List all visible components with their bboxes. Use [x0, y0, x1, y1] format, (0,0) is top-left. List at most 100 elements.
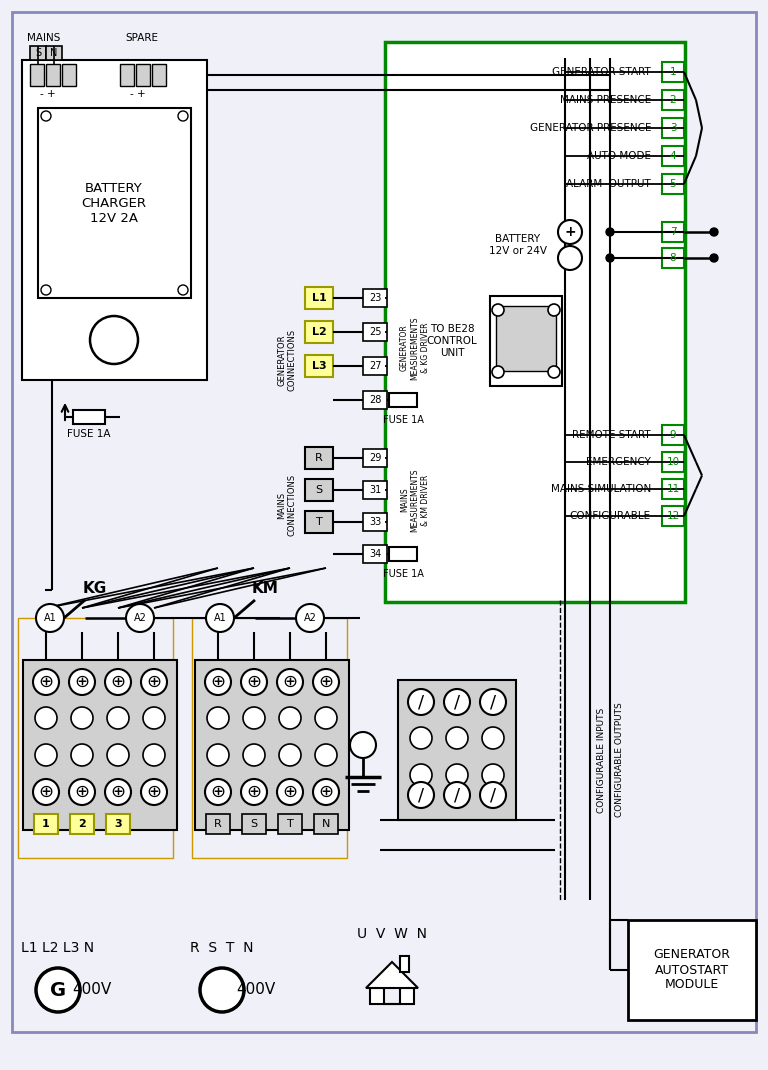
Circle shape	[279, 744, 301, 766]
Text: N: N	[322, 819, 330, 829]
Circle shape	[41, 285, 51, 295]
Text: 8: 8	[670, 253, 677, 263]
Text: ⊕: ⊕	[38, 673, 54, 691]
Circle shape	[410, 764, 432, 786]
Bar	[38, 108, 191, 299]
Text: ⊕: ⊕	[210, 673, 226, 691]
Text: - +: - +	[131, 89, 146, 100]
Circle shape	[315, 707, 337, 729]
Text: ⊕: ⊕	[147, 783, 161, 801]
Text: EMERGENCY: EMERGENCY	[586, 457, 651, 467]
Circle shape	[277, 669, 303, 696]
Text: 400V: 400V	[237, 982, 276, 997]
Text: ⊕: ⊕	[247, 673, 262, 691]
Text: L1: L1	[312, 293, 326, 303]
Text: ⊕: ⊕	[74, 783, 90, 801]
Circle shape	[207, 707, 229, 729]
Text: L2: L2	[312, 327, 326, 337]
Circle shape	[606, 228, 614, 236]
Circle shape	[408, 782, 434, 808]
Bar	[363, 482, 387, 499]
Text: R  S  T  N: R S T N	[190, 941, 253, 956]
Circle shape	[410, 727, 432, 749]
Text: FUSE 1A: FUSE 1A	[382, 415, 423, 425]
Bar	[152, 64, 166, 86]
Text: 4: 4	[670, 151, 677, 160]
Circle shape	[350, 732, 376, 758]
Bar	[195, 660, 349, 830]
Bar	[314, 814, 338, 834]
Circle shape	[480, 689, 506, 715]
Bar	[363, 449, 387, 467]
Text: 12: 12	[667, 511, 680, 521]
Circle shape	[315, 744, 337, 766]
Circle shape	[606, 254, 614, 262]
Circle shape	[105, 779, 131, 805]
Polygon shape	[370, 988, 414, 1004]
Bar	[46, 46, 62, 60]
Circle shape	[408, 689, 434, 715]
Bar	[662, 174, 684, 194]
Circle shape	[482, 764, 504, 786]
Text: /: /	[490, 693, 496, 710]
Bar	[363, 289, 387, 307]
Text: MAINS SIMULATION: MAINS SIMULATION	[551, 484, 651, 494]
Circle shape	[279, 707, 301, 729]
Text: MAINS PRESENCE: MAINS PRESENCE	[560, 95, 651, 105]
Text: MAINS: MAINS	[28, 33, 61, 43]
Bar	[363, 513, 387, 531]
Text: 3: 3	[114, 819, 122, 829]
Bar	[662, 221, 684, 242]
Text: 23: 23	[369, 293, 381, 303]
Circle shape	[277, 779, 303, 805]
Circle shape	[482, 727, 504, 749]
Circle shape	[36, 968, 80, 1012]
Circle shape	[446, 727, 468, 749]
Bar	[305, 321, 333, 343]
Circle shape	[105, 669, 131, 696]
Circle shape	[71, 707, 93, 729]
Polygon shape	[366, 962, 418, 988]
Text: 28: 28	[369, 395, 381, 406]
Text: S: S	[316, 485, 323, 495]
Circle shape	[143, 744, 165, 766]
Bar	[496, 306, 556, 371]
Text: ⊕: ⊕	[283, 673, 297, 691]
Circle shape	[205, 669, 231, 696]
Circle shape	[492, 304, 504, 316]
Bar	[662, 452, 684, 472]
Text: 5: 5	[670, 179, 677, 189]
Text: 1: 1	[42, 819, 50, 829]
Text: 2: 2	[670, 95, 677, 105]
Text: /: /	[454, 693, 460, 710]
Bar	[305, 511, 333, 533]
Text: AUTO MODE: AUTO MODE	[587, 151, 651, 160]
Bar	[662, 146, 684, 166]
Text: 7: 7	[670, 227, 677, 236]
Circle shape	[444, 782, 470, 808]
Circle shape	[33, 779, 59, 805]
Bar	[662, 506, 684, 526]
Bar	[30, 46, 46, 60]
Text: BATTERY
CHARGER
12V 2A: BATTERY CHARGER 12V 2A	[81, 182, 147, 225]
Bar	[62, 64, 76, 86]
Circle shape	[558, 246, 582, 270]
Text: 27: 27	[369, 361, 381, 371]
Bar	[22, 60, 207, 380]
Circle shape	[90, 316, 138, 364]
Text: MAINS
MEASUREMENTS
& KM DRIVER: MAINS MEASUREMENTS & KM DRIVER	[400, 469, 430, 532]
Circle shape	[126, 603, 154, 632]
Text: ⊕: ⊕	[319, 673, 333, 691]
Text: /: /	[418, 693, 424, 710]
Circle shape	[558, 220, 582, 244]
Text: ⊕: ⊕	[319, 783, 333, 801]
Text: - +: - +	[40, 89, 56, 100]
Bar	[363, 357, 387, 374]
Text: GENERATOR
CONNECTIONS: GENERATOR CONNECTIONS	[277, 328, 296, 391]
Text: ⊕: ⊕	[111, 673, 125, 691]
Circle shape	[296, 603, 324, 632]
Text: ⊕: ⊕	[247, 783, 262, 801]
Circle shape	[107, 707, 129, 729]
Bar	[389, 547, 417, 561]
Text: 400V: 400V	[72, 982, 111, 997]
